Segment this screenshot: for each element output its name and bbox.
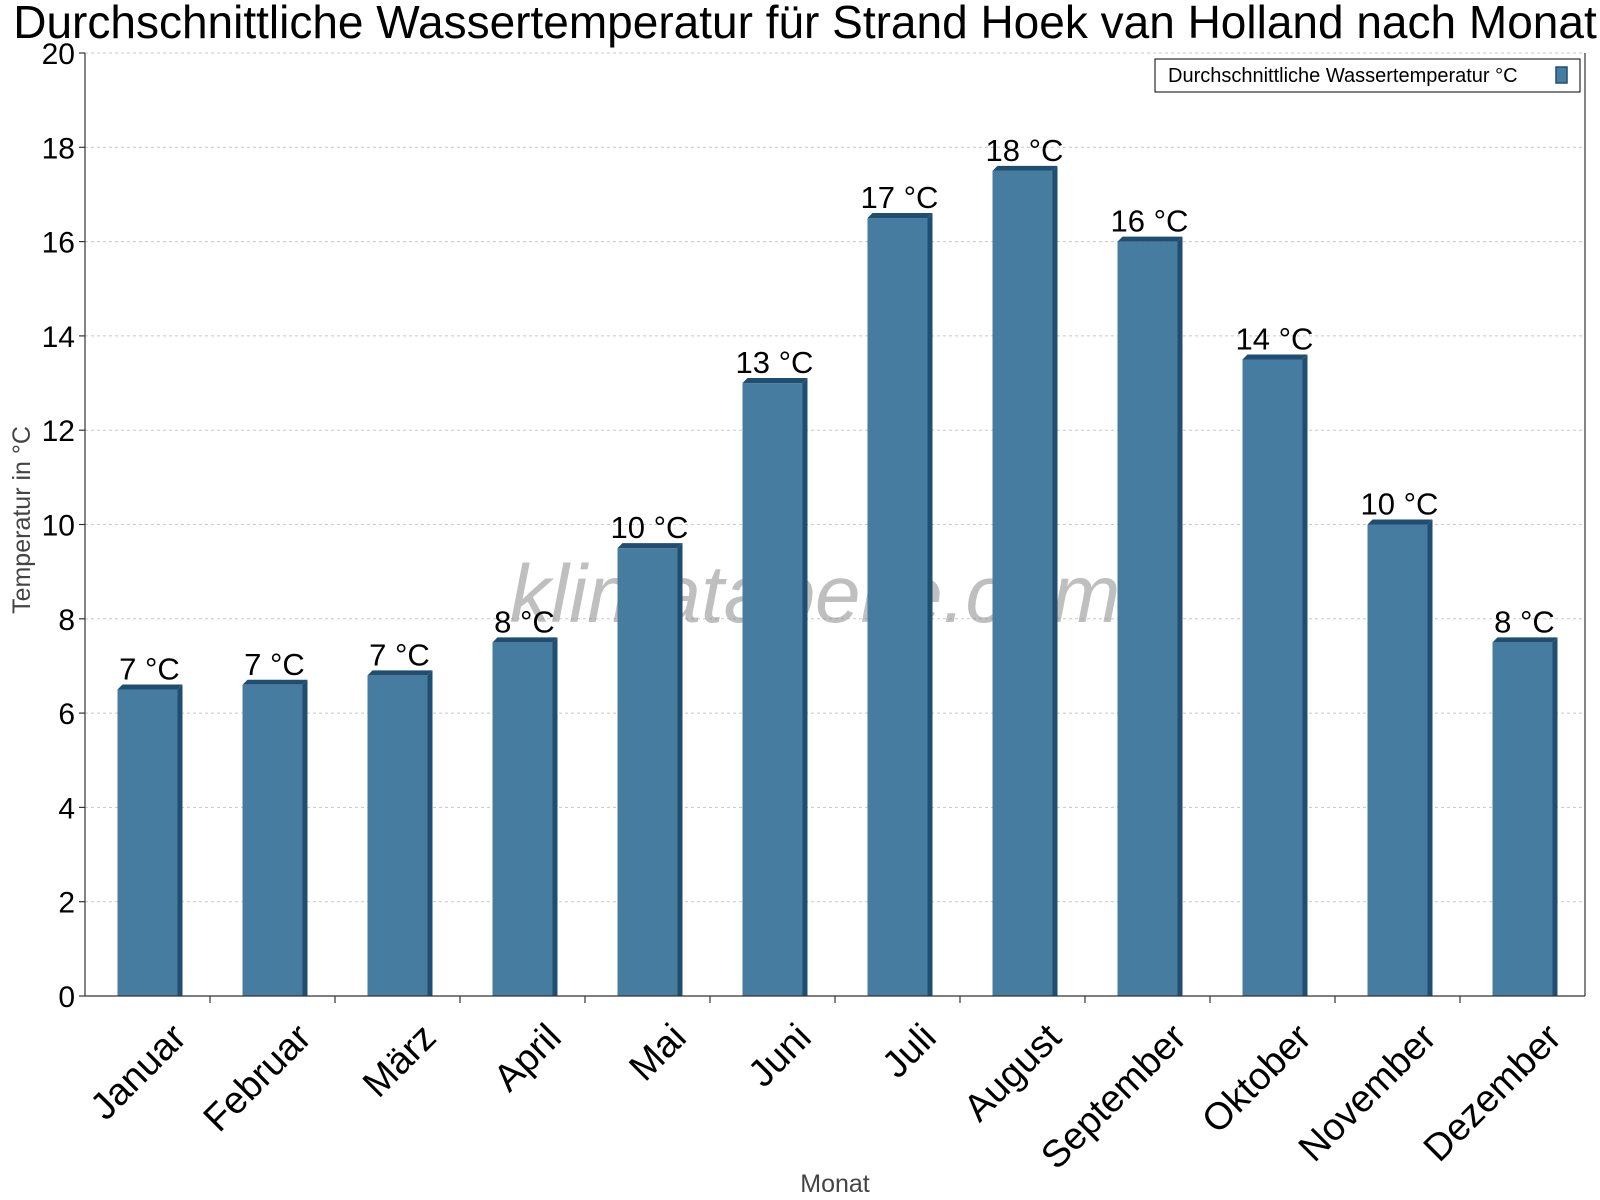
x-tick-label: Mai [622, 1016, 695, 1089]
bar-side [1052, 165, 1058, 996]
bar-top [1117, 236, 1183, 242]
x-tick-label: August [956, 1016, 1070, 1130]
grid [85, 52, 1585, 903]
y-tick-label: 0 [58, 981, 75, 1014]
bar-face [492, 642, 553, 996]
data-label: 14 °C [1236, 321, 1314, 356]
bar-side [677, 543, 683, 996]
bar-face [1492, 642, 1553, 996]
bar-face [742, 383, 803, 996]
data-label: 7 °C [119, 652, 180, 687]
legend-box [1154, 58, 1581, 93]
x-tick-label: April [486, 1016, 569, 1099]
bar-face [117, 689, 178, 996]
bar-side [552, 637, 558, 996]
bar-5: 13 °C [736, 345, 814, 996]
x-tick-label: Oktober [1194, 1016, 1320, 1142]
bar-1: 7 °C [242, 647, 308, 996]
x-tick-label: März [355, 1016, 444, 1105]
bar-8: 16 °C [1111, 204, 1189, 997]
bar-side [1302, 354, 1308, 997]
x-tick-label: Dezember [1416, 1016, 1570, 1170]
bar-top [1367, 519, 1433, 525]
bar-top [617, 543, 683, 549]
bar-side [927, 213, 933, 996]
bar-top [1492, 637, 1558, 643]
x-tick-label: Februar [196, 1016, 320, 1140]
bar-face [1367, 524, 1428, 996]
data-label: 10 °C [611, 510, 689, 545]
data-label: 17 °C [861, 180, 939, 215]
legend: Durchschnittliche Wassertemperatur °C [1154, 58, 1581, 93]
bar-4: 10 °C [611, 510, 689, 996]
bar-9: 14 °C [1236, 321, 1314, 997]
y-tick-label: 16 [42, 227, 75, 260]
bar-side [1552, 637, 1558, 996]
y-tick-label: 14 [42, 321, 75, 354]
data-label: 18 °C [986, 133, 1064, 168]
y-tick-label: 10 [42, 510, 75, 543]
legend-swatch [1555, 66, 1568, 84]
x-tick-label: Januar [83, 1016, 195, 1128]
y-tick-label: 12 [42, 415, 75, 448]
bar-side [1177, 236, 1183, 997]
y-tick-label: 8 [58, 604, 75, 637]
data-label: 13 °C [736, 345, 814, 380]
y-axis-ticks: 0 2 4 6 8 10 12 14 16 18 20 [42, 38, 85, 1014]
bar-face [242, 684, 303, 996]
bar-0: 7 °C [117, 652, 183, 996]
bar-3: 8 °C [492, 604, 558, 996]
bar-6: 17 °C [861, 180, 939, 996]
bar-side [1427, 519, 1433, 996]
bar-side [427, 670, 433, 996]
bar-face [867, 218, 928, 996]
bar-top [242, 679, 308, 685]
y-tick-label: 18 [42, 132, 75, 165]
bar-2: 7 °C [367, 637, 433, 996]
bar-side [177, 684, 183, 996]
data-label: 8 °C [494, 604, 555, 639]
y-axis-title: Temperatur in °C [8, 426, 36, 614]
legend-label: Durchschnittliche Wassertemperatur °C [1168, 65, 1518, 87]
bar-7: 18 °C [986, 133, 1064, 996]
y-tick-label: 2 [58, 887, 75, 920]
x-axis-ticks: Januar Februar März April Mai Juni Juli AugustS… [83, 996, 1570, 1177]
chart-title: Durchschnittliche Wassertemperatur für S… [13, 0, 1597, 48]
bar-top [492, 637, 558, 643]
x-axis-title: Monat [800, 1170, 870, 1198]
data-label: 16 °C [1111, 204, 1189, 239]
data-label: 8 °C [1494, 604, 1555, 639]
y-tick-label: 4 [58, 792, 75, 825]
bar-top [1242, 354, 1308, 360]
bar-face [617, 548, 678, 996]
data-label: 7 °C [244, 647, 305, 682]
bar-top [367, 670, 433, 676]
bar-top [117, 684, 183, 690]
data-label: 7 °C [369, 637, 430, 672]
bar-top [992, 165, 1058, 171]
x-tick-label: Juni [741, 1016, 820, 1095]
y-tick-label: 6 [58, 698, 75, 731]
bar-face [1117, 241, 1178, 997]
bar-face [367, 675, 428, 996]
bar-face [1242, 359, 1303, 997]
x-tick-label: Juli [875, 1016, 945, 1086]
data-label: 10 °C [1361, 487, 1439, 522]
y-tick-label: 20 [42, 38, 75, 71]
bar-side [802, 378, 808, 996]
bar-top [867, 213, 933, 219]
bar-face [992, 170, 1053, 996]
bar-10: 10 °C [1361, 487, 1439, 996]
bar-11: 8 °C [1492, 604, 1558, 996]
bars: 7 °C 7 °C 7 °C 8 °C 10 °C 13 °C 17 °C 18 °C 16 °… [117, 133, 1558, 997]
bar-side [302, 679, 308, 996]
bar-top [742, 378, 808, 384]
